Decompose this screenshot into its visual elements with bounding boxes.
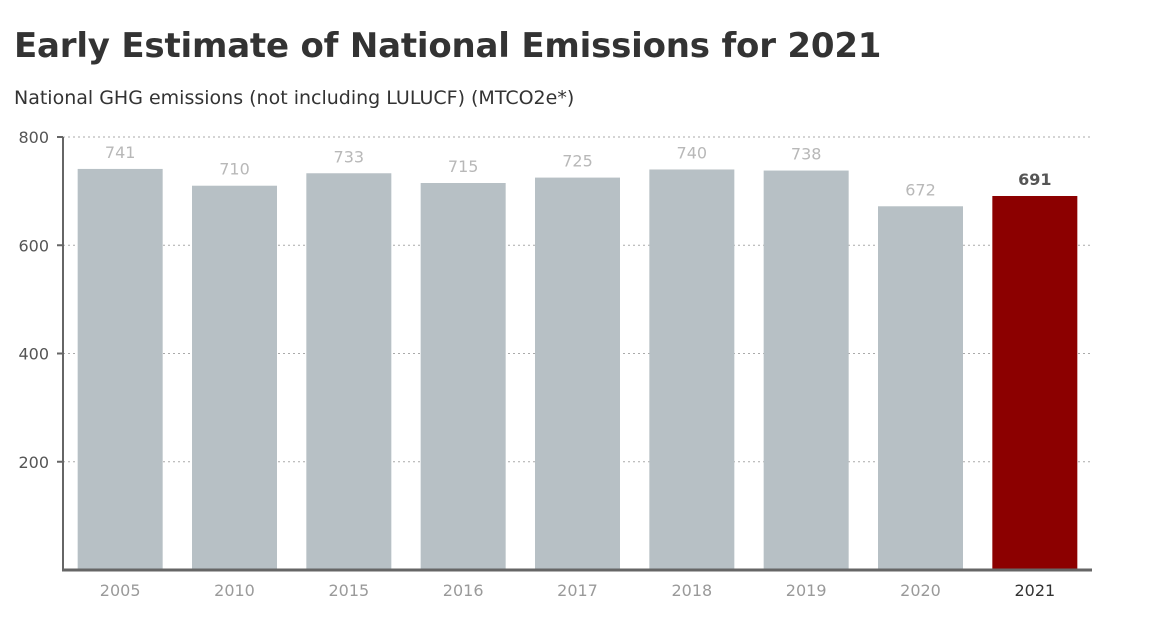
y-tick-label: 600 xyxy=(18,236,49,255)
data-label: 733 xyxy=(334,147,365,166)
data-label: 710 xyxy=(219,160,250,179)
data-label: 741 xyxy=(105,143,136,162)
x-tick-label: 2005 xyxy=(100,581,141,600)
data-label: 715 xyxy=(448,157,479,176)
data-label: 740 xyxy=(677,143,708,162)
x-tick-label: 2010 xyxy=(214,581,255,600)
bars xyxy=(77,168,1078,571)
bar xyxy=(763,170,849,570)
x-tick-label: 2019 xyxy=(786,581,827,600)
x-axis-tick-labels: 2005 2010 2015 2016 2017 2018 2019 2020 2021 xyxy=(100,581,1055,600)
data-label: 691 xyxy=(1018,170,1051,189)
axes xyxy=(62,137,1092,572)
x-tick-label: 2015 xyxy=(328,581,369,600)
data-labels: 741 710 733 715 725 740 738 672 691 xyxy=(105,143,1052,199)
y-tick-label: 800 xyxy=(18,128,49,147)
bar xyxy=(992,195,1078,570)
x-tick-label: 2018 xyxy=(671,581,712,600)
data-label: 738 xyxy=(791,145,822,164)
bar xyxy=(535,177,620,570)
data-label: 672 xyxy=(905,180,936,199)
y-tick-label: 200 xyxy=(18,453,49,472)
bar xyxy=(420,183,506,570)
bar xyxy=(77,168,163,570)
x-tick-label: 2016 xyxy=(443,581,484,600)
bar xyxy=(649,169,735,570)
y-tick-label: 400 xyxy=(18,345,49,364)
chart-subtitle: National GHG emissions (not including LU… xyxy=(14,87,575,109)
data-label: 725 xyxy=(562,152,593,171)
bar xyxy=(306,173,392,571)
x-tick-label: 2021 xyxy=(1014,581,1055,600)
y-axis-tick-labels: 200 400 600 800 xyxy=(18,128,49,472)
bar xyxy=(878,206,963,570)
x-tick-label: 2017 xyxy=(557,581,598,600)
chart-title: Early Estimate of National Emissions for… xyxy=(14,26,882,66)
x-tick-label: 2020 xyxy=(900,581,941,600)
bar xyxy=(192,185,277,570)
